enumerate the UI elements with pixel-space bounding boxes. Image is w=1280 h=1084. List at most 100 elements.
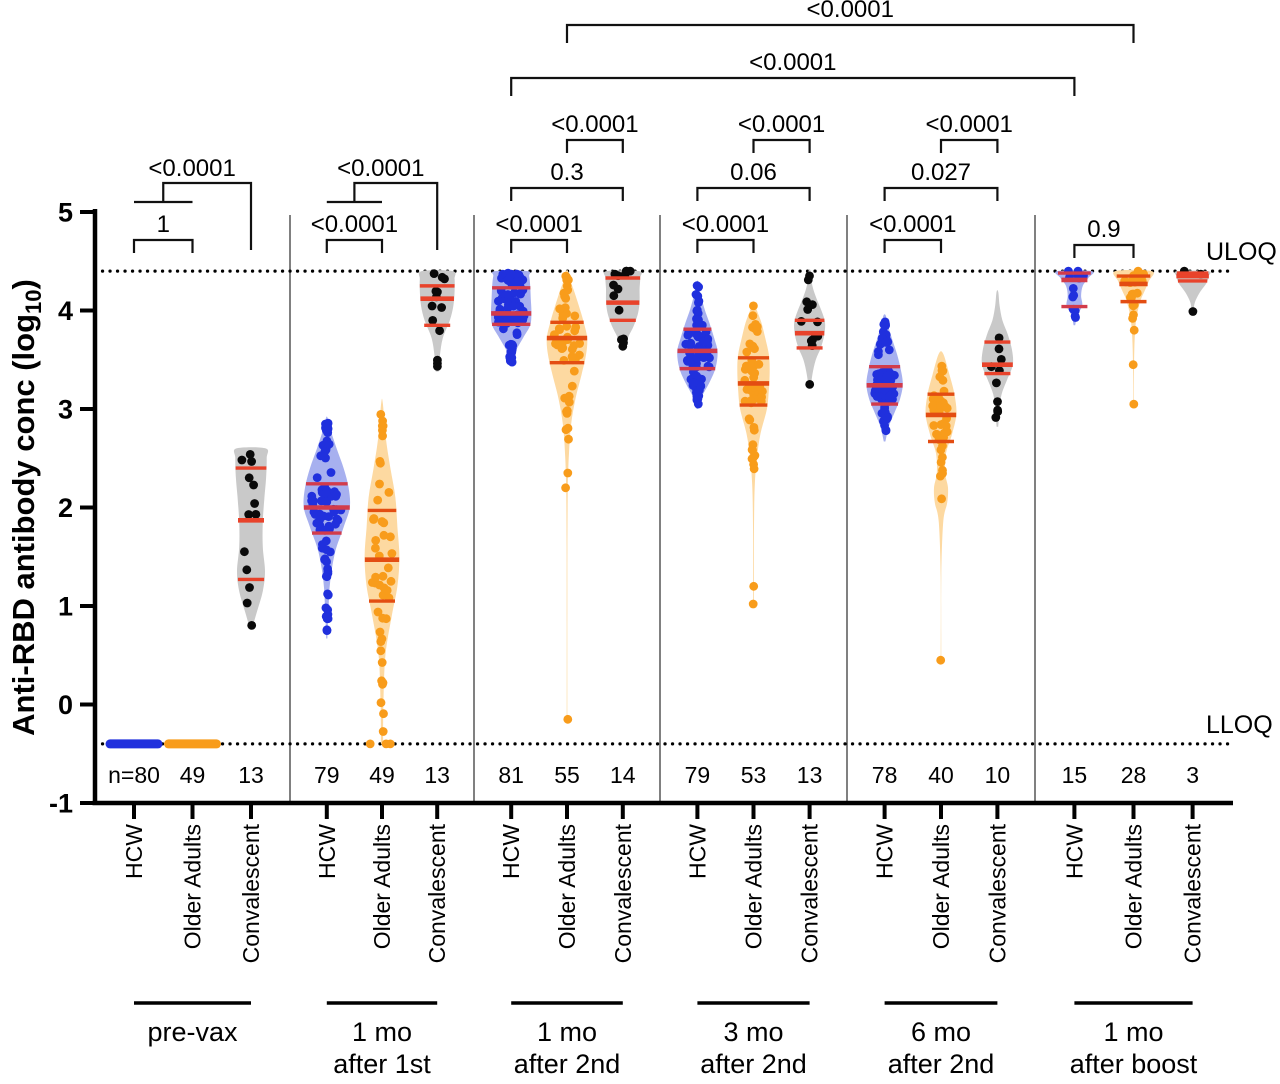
data-dot-convalescent-1-mo-after-1st: [437, 303, 446, 312]
p-value-label: <0.0001: [148, 155, 235, 182]
significance-bracket: [696, 238, 755, 253]
data-dot-hcw-3-mo-after-2nd: [683, 330, 693, 340]
data-dot-convalescent-1-mo-after-boost: [1188, 307, 1198, 316]
n-count-label: 79: [314, 762, 340, 788]
data-dot-older-adults-1-mo-after-boost: [1132, 288, 1142, 298]
significance-bracket: [325, 238, 384, 253]
violin-older-adults-1-mo-after-1st: [364, 398, 400, 744]
p-value-label: <0.0001: [749, 49, 836, 76]
data-dot-older-adults-1-mo-after-1st: [371, 536, 381, 545]
data-dot-convalescent-pre-vax: [250, 499, 259, 508]
data-dot-hcw-3-mo-after-2nd: [686, 340, 695, 350]
data-dot-convalescent-1-mo-after-1st: [429, 269, 439, 278]
y-axis-title: Anti-RBD antibody conc (log10): [6, 279, 46, 736]
data-dot-convalescent-6-mo-after-2nd: [994, 344, 1004, 354]
data-dot-convalescent-1-mo-after-1st: [428, 316, 438, 325]
data-dot-older-adults-1-mo-after-1st: [377, 517, 387, 526]
timepoint-label: 6 mo: [911, 1017, 971, 1047]
data-dot-hcw-1-mo-after-2nd: [498, 269, 508, 279]
n-count-label: 49: [180, 762, 206, 788]
x-tick-label-older-adults: Older Adults: [180, 824, 206, 949]
data-dot-older-adults-1-mo-after-1st: [377, 658, 387, 667]
data-dot-hcw-1-mo-after-1st: [322, 572, 332, 582]
p-value-label: <0.0001: [925, 111, 1012, 138]
timepoint-label: after 1st: [333, 1049, 431, 1079]
data-dot-older-adults-1-mo-after-1st: [378, 679, 387, 689]
significance-bracket: [565, 138, 624, 153]
p-value-label: 0.3: [550, 159, 583, 186]
n-count-label: 79: [685, 762, 711, 788]
n-count-label: 53: [741, 762, 767, 788]
data-dot-older-adults-1-mo-after-boost: [1129, 399, 1139, 409]
significance-bracket: [696, 186, 811, 201]
data-dot-hcw-6-mo-after-2nd: [884, 345, 894, 355]
data-dot-older-adults-1-mo-after-boost: [1128, 360, 1138, 370]
violin-convalescent-1-mo-after-1st: [418, 270, 456, 372]
data-dot-hcw-1-mo-after-1st: [312, 473, 322, 482]
data-dot-convalescent-6-mo-after-2nd: [992, 378, 1001, 388]
data-dot-hcw-6-mo-after-2nd: [883, 413, 892, 423]
significance-bracket: [510, 186, 624, 201]
data-dot-older-adults-1-mo-after-1st: [379, 530, 389, 540]
data-dot-older-adults-3-mo-after-2nd: [749, 301, 758, 311]
x-tick-label-convalescent: Convalescent: [1180, 823, 1206, 963]
data-dot-convalescent-1-mo-after-2nd: [619, 338, 628, 348]
data-dot-hcw-1-mo-after-1st: [323, 424, 333, 434]
data-dot-older-adults-3-mo-after-2nd: [749, 425, 759, 435]
data-dot-hcw-3-mo-after-2nd: [693, 399, 703, 409]
n-count-label: 55: [554, 762, 580, 788]
data-dot-hcw-6-mo-after-2nd: [872, 392, 882, 401]
n-count-label: 15: [1062, 762, 1088, 788]
data-dot-older-adults-1-mo-after-2nd: [569, 366, 579, 376]
data-dot-hcw-6-mo-after-2nd: [873, 375, 882, 385]
data-dot-older-adults-3-mo-after-2nd: [749, 464, 759, 474]
data-dot-hcw-6-mo-after-2nd: [881, 321, 890, 330]
data-dot-hcw-1-mo-after-1st: [332, 490, 341, 499]
data-dot-hcw-6-mo-after-2nd: [881, 425, 891, 435]
p-value-label: <0.0001: [807, 0, 894, 23]
p-value-label: 1: [157, 211, 170, 238]
n-count-label: 14: [610, 762, 636, 788]
data-dot-hcw-3-mo-after-2nd: [694, 298, 703, 307]
y-tick-label: 2: [58, 493, 73, 523]
data-dot-convalescent-6-mo-after-2nd: [993, 407, 1003, 417]
significance-bracket: [752, 138, 811, 153]
data-dot-convalescent-1-mo-after-1st: [433, 362, 442, 371]
data-dot-convalescent-pre-vax: [247, 457, 256, 466]
data-dot-hcw-1-mo-after-1st: [326, 468, 336, 477]
data-dot-convalescent-pre-vax: [247, 621, 257, 630]
data-dot-hcw-1-mo-after-1st: [322, 545, 331, 555]
data-dot-older-adults-1-mo-after-1st: [378, 613, 388, 623]
n-count-label: 81: [498, 762, 524, 788]
data-dot-convalescent-6-mo-after-2nd: [994, 333, 1004, 343]
data-dot-convalescent-6-mo-after-2nd: [993, 397, 1002, 406]
x-tick-label-hcw: HCW: [684, 824, 710, 879]
data-dot-older-adults-1-mo-after-2nd: [557, 344, 567, 353]
y-tick-label: 3: [58, 395, 73, 425]
data-dot-hcw-3-mo-after-2nd: [692, 305, 702, 315]
x-tick-label-older-adults: Older Adults: [554, 824, 580, 949]
n-count-label: 13: [424, 762, 450, 788]
data-dot-convalescent-pre-vax: [245, 583, 254, 592]
data-dot-hcw-1-mo-after-boost: [1070, 311, 1080, 321]
y-tick-label: -1: [49, 789, 73, 819]
data-dot-older-adults-3-mo-after-2nd: [752, 322, 762, 332]
data-dot-hcw-1-mo-after-boost: [1069, 291, 1079, 300]
timepoint-label: 1 mo: [1103, 1017, 1163, 1047]
data-dot-hcw-3-mo-after-2nd: [694, 320, 704, 329]
significance-bracket: [510, 76, 1076, 96]
data-dot-hcw-1-mo-after-1st: [333, 515, 343, 525]
data-dot-older-adults-1-mo-after-2nd: [561, 425, 571, 435]
violin-convalescent-3-mo-after-2nd: [794, 269, 826, 388]
data-dot-convalescent-1-mo-after-1st: [433, 355, 442, 365]
x-tick-label-convalescent: Convalescent: [238, 823, 264, 963]
x-tick-label-older-adults: Older Adults: [741, 824, 767, 949]
data-dot-older-adults-6-mo-after-2nd: [929, 421, 939, 430]
data-dot-hcw-1-mo-after-1st: [320, 447, 330, 456]
data-dot-hcw-3-mo-after-2nd: [693, 331, 703, 341]
data-dot-older-adults-1-mo-after-2nd: [570, 311, 580, 321]
data-dot-hcw-3-mo-after-2nd: [703, 336, 712, 346]
data-dot-hcw-1-mo-after-boost: [1068, 284, 1078, 293]
n-count-label: n=80: [108, 762, 160, 788]
